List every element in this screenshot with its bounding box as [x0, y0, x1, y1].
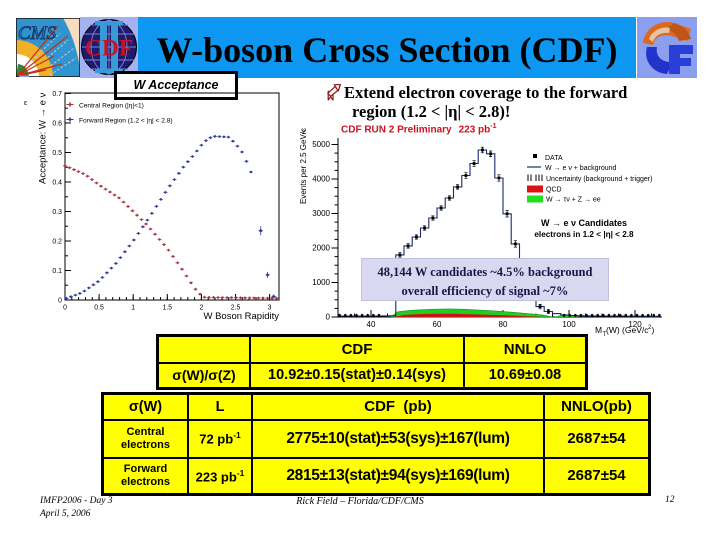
svg-text:0: 0 — [63, 305, 67, 312]
svg-text:100: 100 — [562, 320, 576, 329]
svg-text:0.7: 0.7 — [52, 91, 62, 98]
svg-text:3000: 3000 — [312, 209, 330, 218]
svg-text:2: 2 — [302, 130, 306, 136]
svg-text:0.1: 0.1 — [52, 268, 62, 275]
svg-text:): ) — [652, 325, 655, 335]
svg-text:2000: 2000 — [312, 244, 330, 253]
svg-text:0.2: 0.2 — [52, 239, 62, 246]
svg-text:ε: ε — [24, 100, 27, 107]
svg-text:3: 3 — [268, 305, 272, 312]
svg-text:W → e ν + background: W → e ν + background — [545, 165, 617, 172]
svg-text:Events per 2.5 GeV/c: Events per 2.5 GeV/c — [299, 128, 308, 204]
svg-text:W → e ν Candidates: W → e ν Candidates — [541, 218, 627, 228]
svg-text:0.5: 0.5 — [94, 305, 104, 312]
svg-text:DATA: DATA — [545, 155, 563, 162]
svg-text:Central Region (|η|<1): Central Region (|η|<1) — [79, 102, 144, 109]
svg-text:M: M — [595, 325, 602, 335]
svg-text:(W) (GeV/c: (W) (GeV/c — [606, 325, 649, 335]
svg-text:60: 60 — [433, 320, 442, 329]
svg-text:4000: 4000 — [312, 175, 330, 184]
svg-text:0.6: 0.6 — [52, 121, 62, 128]
svg-text:CMS: CMS — [18, 23, 57, 44]
svg-text:1000: 1000 — [312, 278, 330, 287]
svg-text:2: 2 — [648, 325, 652, 331]
svg-text:1.5: 1.5 — [163, 305, 173, 312]
svg-text:W Boson Rapidity: W Boson Rapidity — [203, 311, 279, 322]
svg-text:T: T — [603, 332, 607, 338]
svg-text:Acceptance: W → e ν: Acceptance: W → e ν — [38, 92, 49, 184]
svg-text:QCD: QCD — [546, 187, 562, 194]
svg-text:0.4: 0.4 — [52, 180, 62, 187]
svg-text:120: 120 — [628, 320, 642, 329]
svg-text:1: 1 — [131, 305, 135, 312]
svg-text:Forward Region (1.2 < |η| < 2.: Forward Region (1.2 < |η| < 2.8) — [79, 117, 173, 124]
svg-text:electrons in 1.2 < |η| < 2.8: electrons in 1.2 < |η| < 2.8 — [534, 230, 634, 239]
svg-text:5000: 5000 — [312, 140, 330, 149]
svg-text:2: 2 — [199, 305, 203, 312]
svg-text:2.5: 2.5 — [231, 305, 241, 312]
svg-text:0.5: 0.5 — [52, 150, 62, 157]
svg-text:80: 80 — [499, 320, 508, 329]
svg-text:CDF: CDF — [85, 36, 133, 61]
svg-text:40: 40 — [367, 320, 376, 329]
svg-text:W → τν + Z → ee: W → τν + Z → ee — [546, 197, 601, 204]
svg-text:0: 0 — [326, 313, 331, 322]
svg-text:0: 0 — [58, 298, 62, 305]
svg-text:0.3: 0.3 — [52, 209, 62, 216]
svg-text:Uncertainty (background + trig: Uncertainty (background + trigger) — [546, 176, 652, 183]
